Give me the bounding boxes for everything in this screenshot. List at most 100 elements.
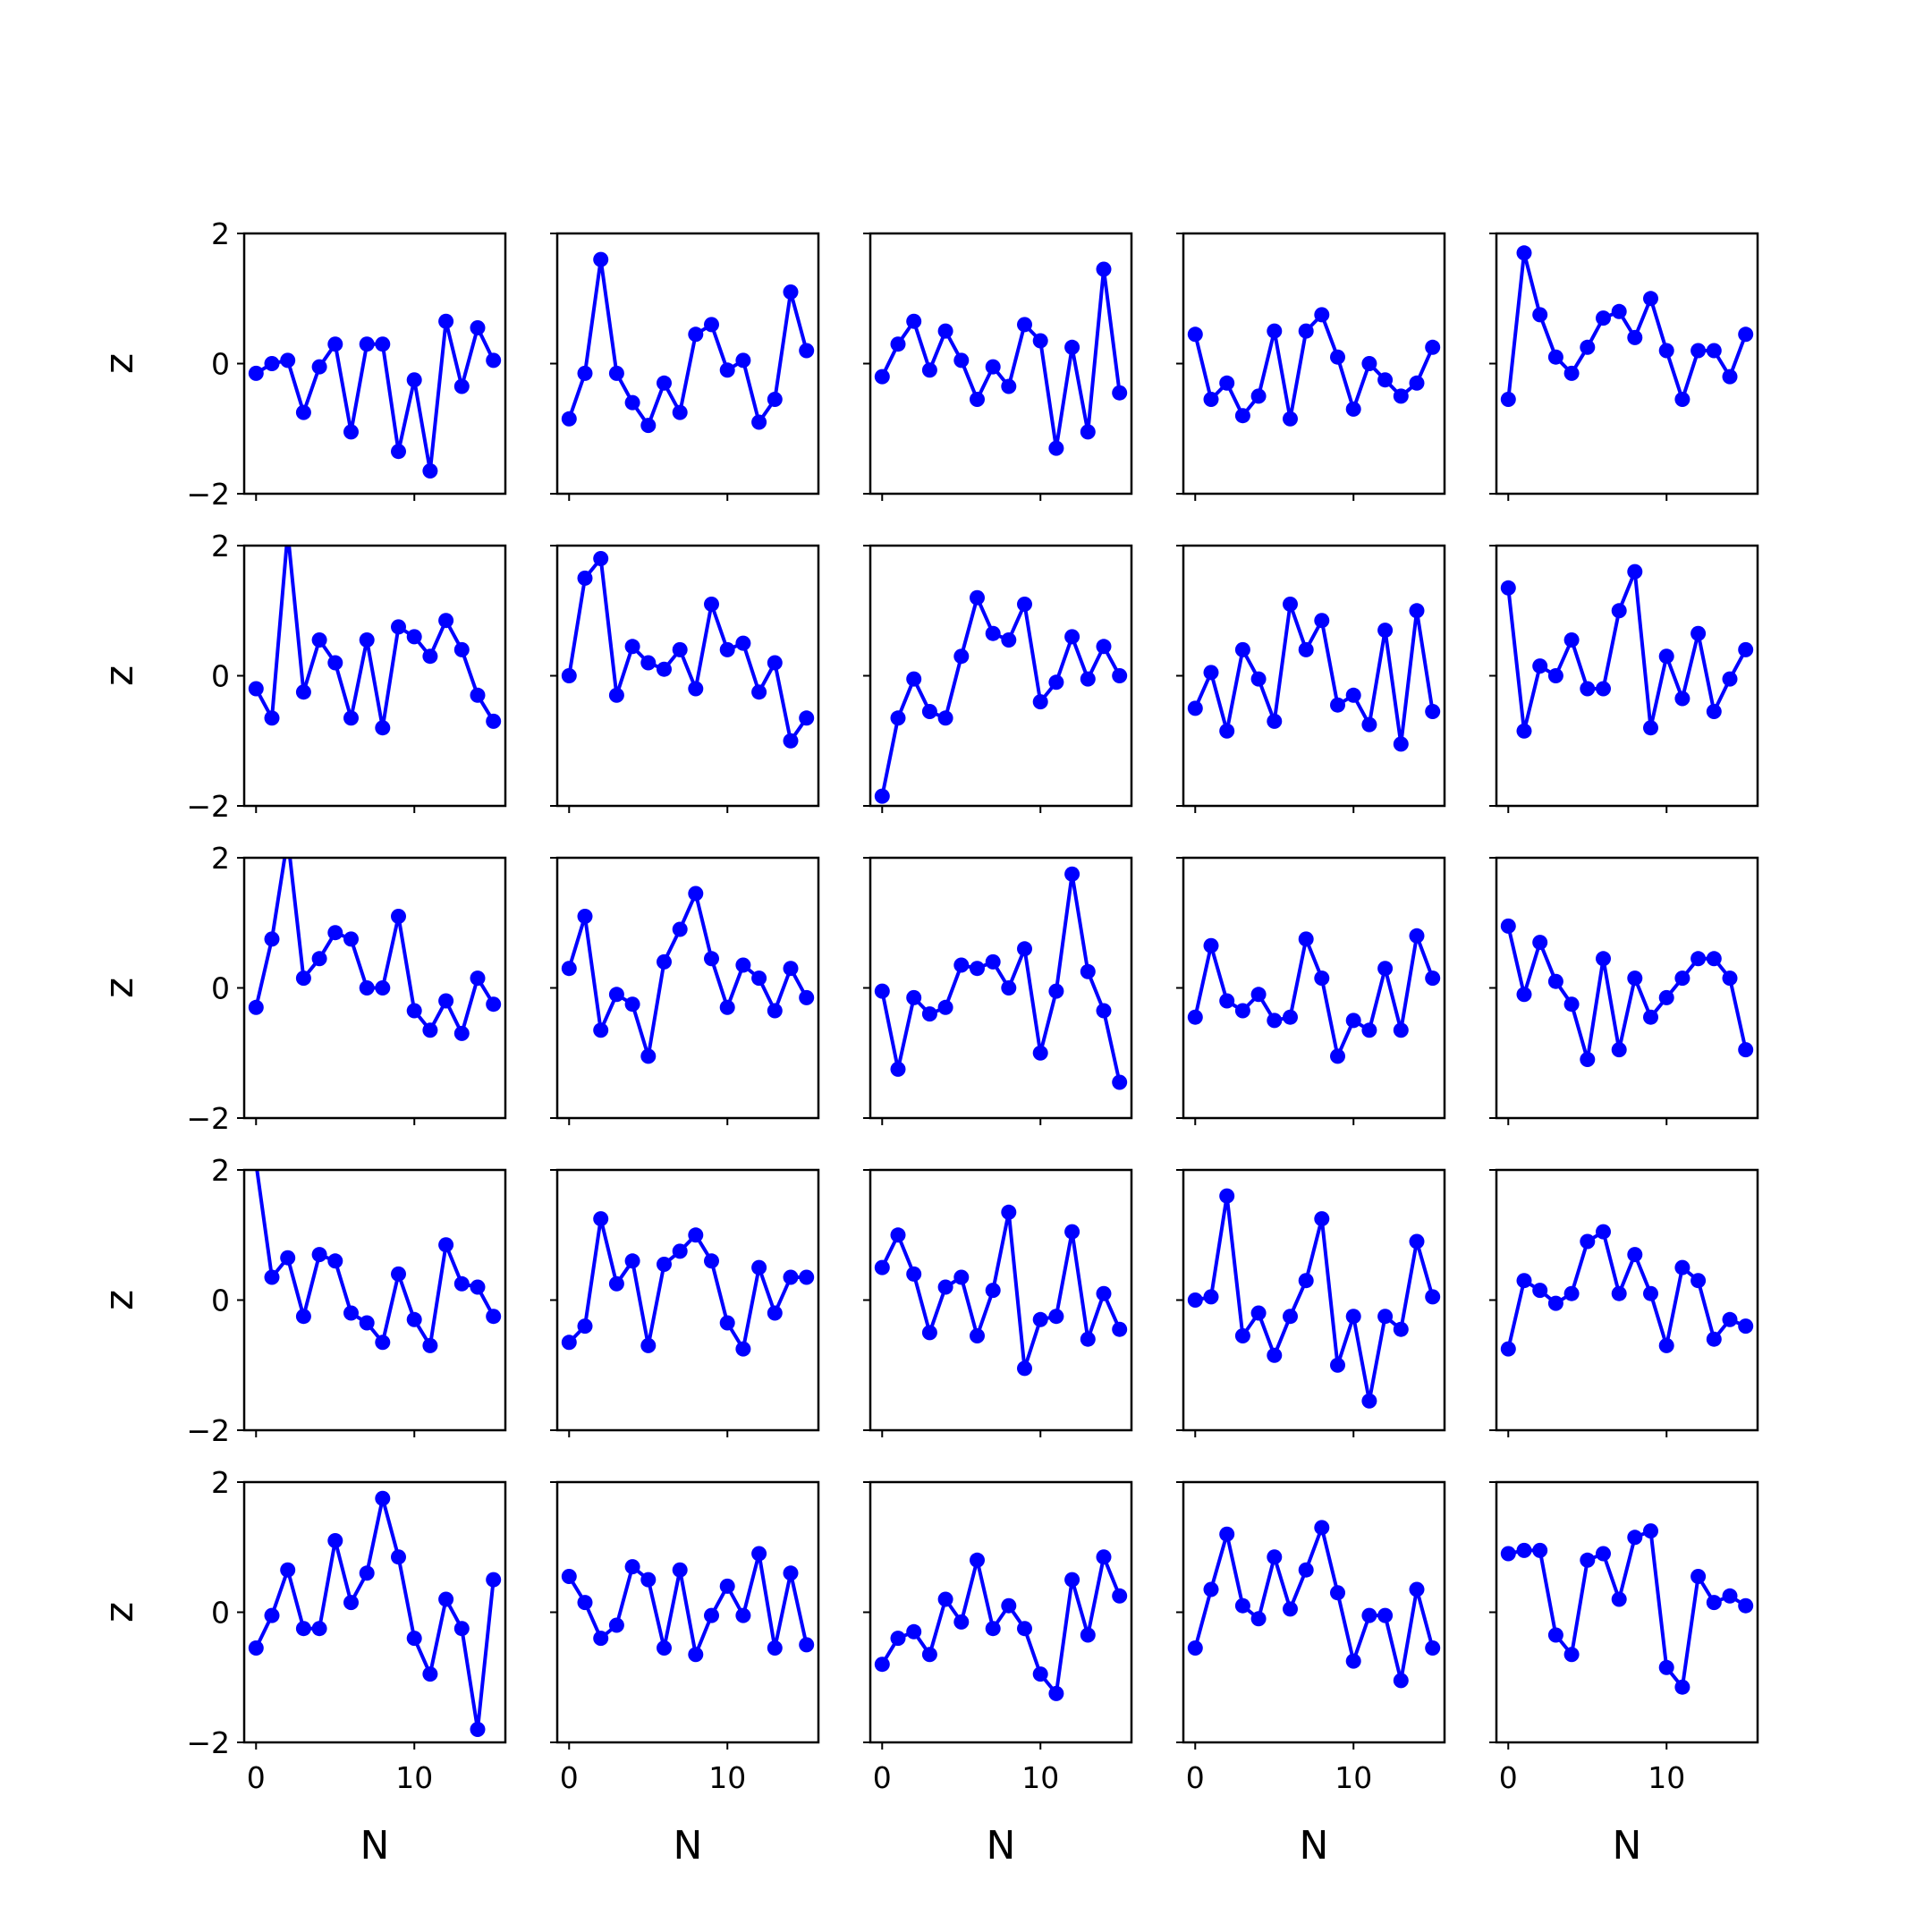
- data-point: [1580, 1052, 1596, 1067]
- data-point: [280, 1250, 296, 1266]
- data-point: [657, 1640, 672, 1656]
- data-point: [1048, 1685, 1064, 1701]
- data-point: [406, 1311, 422, 1327]
- axes-frame: [1495, 232, 1759, 496]
- data-point: [1690, 951, 1707, 967]
- data-point: [561, 411, 577, 427]
- subplot-r5-c4: 0 10N: [1176, 1480, 1446, 1868]
- series-line: [1507, 1529, 1747, 1690]
- data-point: [1361, 1393, 1377, 1409]
- data-point: [1706, 1331, 1722, 1347]
- y-tick-label: 0: [211, 1596, 230, 1631]
- data-point: [1409, 1233, 1425, 1250]
- subplot-r1-c1: 2 0 −2 z: [97, 216, 507, 512]
- data-point: [1596, 951, 1611, 967]
- data-point: [438, 613, 454, 629]
- data-point: [985, 953, 1001, 970]
- data-point: [608, 987, 624, 1003]
- data-point: [1032, 1666, 1048, 1682]
- data-point: [906, 313, 922, 329]
- data-point: [1409, 1581, 1425, 1597]
- data-point: [1314, 613, 1330, 629]
- series-line: [880, 872, 1122, 1083]
- subplot-r4-c3: [863, 1168, 1133, 1437]
- data-point: [1330, 349, 1345, 365]
- data-point: [1187, 700, 1203, 716]
- data-point: [970, 961, 985, 977]
- data-point: [1017, 1621, 1032, 1637]
- data-point: [1330, 697, 1345, 713]
- subplot-r2-c3: [863, 544, 1133, 813]
- data-point: [1627, 564, 1643, 580]
- axes-frame: [1495, 1480, 1759, 1744]
- data-point: [1017, 1360, 1032, 1377]
- data-point: [657, 661, 672, 677]
- data-point: [1345, 687, 1361, 703]
- data-point: [1722, 1588, 1738, 1604]
- data-point: [751, 684, 767, 700]
- series-line: [880, 1210, 1122, 1370]
- data-point: [751, 1259, 767, 1275]
- data-point: [1627, 970, 1643, 987]
- data-point: [1187, 1640, 1203, 1656]
- data-point: [264, 1269, 280, 1285]
- y-tick-label: −2: [186, 1101, 230, 1136]
- data-point: [1738, 641, 1754, 657]
- data-point: [970, 1328, 985, 1343]
- data-point: [1219, 723, 1235, 739]
- data-point: [921, 1006, 937, 1022]
- data-point: [1409, 603, 1425, 619]
- data-point: [248, 999, 264, 1015]
- axes-frame: [1495, 1168, 1759, 1432]
- data-point: [1596, 310, 1611, 326]
- data-point: [783, 961, 799, 977]
- data-point: [1330, 1357, 1345, 1373]
- data-point: [1532, 1542, 1548, 1558]
- data-point: [375, 720, 391, 736]
- subplot-r2-c1: 2 0 −2 z: [97, 529, 507, 824]
- subplot-r5-c1: 2 0 −2 0 10 z N: [97, 1465, 507, 1868]
- data-point: [921, 704, 937, 719]
- data-point: [1393, 1022, 1409, 1038]
- data-point: [783, 1565, 799, 1581]
- data-point: [719, 641, 735, 657]
- data-point: [719, 999, 735, 1015]
- data-point: [640, 1572, 657, 1588]
- data-point: [1690, 1273, 1707, 1289]
- data-point: [1187, 1292, 1203, 1308]
- data-point: [1690, 343, 1707, 359]
- data-point: [438, 993, 454, 1009]
- data-point: [890, 1631, 906, 1647]
- data-point: [470, 320, 486, 335]
- series-line: [567, 1552, 809, 1657]
- data-point: [1500, 1546, 1516, 1562]
- data-point: [1064, 339, 1080, 355]
- data-point: [391, 619, 406, 635]
- data-point: [561, 1335, 577, 1351]
- data-point: [1706, 1595, 1722, 1611]
- data-point: [1611, 1285, 1627, 1301]
- axes-frame: [555, 1168, 820, 1432]
- data-point: [1345, 1013, 1361, 1029]
- data-point: [280, 352, 296, 369]
- data-point: [985, 625, 1001, 641]
- data-point: [593, 551, 609, 566]
- data-point: [1674, 392, 1690, 407]
- data-point: [1393, 1673, 1409, 1689]
- data-point: [767, 1640, 783, 1656]
- subplot-r3-c1: 2 0 −2 z: [97, 841, 507, 1136]
- data-point: [1203, 1289, 1219, 1305]
- data-point: [1658, 1337, 1674, 1353]
- series-line: [1194, 1194, 1435, 1403]
- data-point: [1345, 401, 1361, 417]
- data-point: [327, 1253, 343, 1269]
- data-point: [1547, 1295, 1563, 1311]
- data-point: [1080, 1627, 1096, 1643]
- data-point: [921, 362, 937, 378]
- data-point: [751, 970, 767, 987]
- data-point: [1234, 408, 1250, 424]
- data-point: [438, 1237, 454, 1253]
- series-line: [1506, 1230, 1747, 1350]
- y-tick-label: 2: [211, 216, 230, 251]
